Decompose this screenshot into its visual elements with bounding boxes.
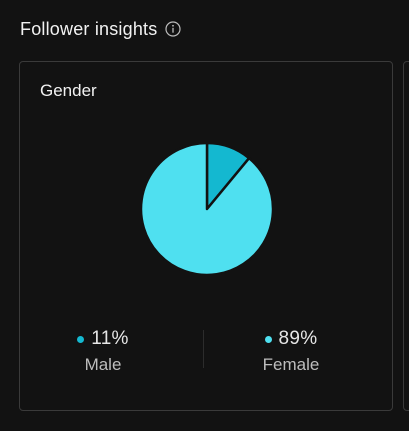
male-label: Male: [84, 355, 122, 374]
female-legend-dot: [264, 335, 272, 343]
card-title: Gender: [40, 81, 97, 100]
stat-male: 11% Male: [28, 327, 178, 375]
male-legend-dot: [77, 335, 85, 343]
pie-slice-female: [140, 142, 274, 276]
stats-divider: [203, 330, 204, 368]
female-percentage: 89%: [278, 328, 318, 349]
male-percentage: 11%: [91, 328, 129, 349]
female-label: Female: [262, 355, 320, 374]
stat-female: 89% Female: [216, 327, 366, 375]
next-card-edge[interactable]: [403, 61, 409, 411]
section-header: Follower insights: [20, 16, 182, 42]
gender-pie-chart: [140, 142, 274, 276]
info-icon[interactable]: [165, 21, 182, 37]
gender-card: Gender 11% Male 89% Female: [19, 61, 393, 411]
section-title: Follower insights: [20, 18, 158, 39]
